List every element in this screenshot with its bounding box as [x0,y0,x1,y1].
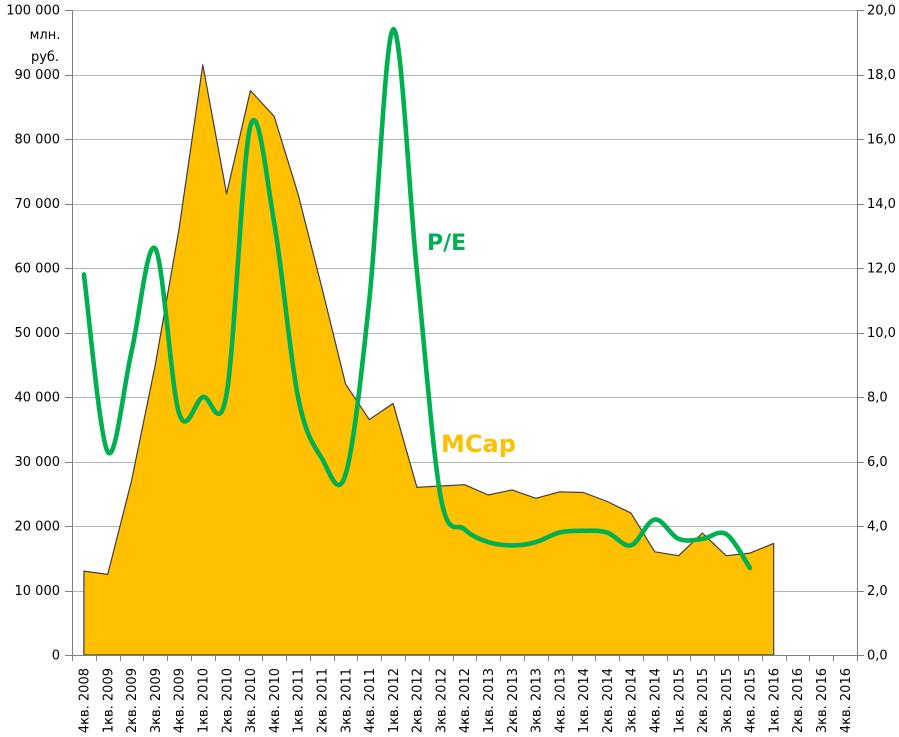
x-axis-tick-label: 2кв. 2010 [220,668,235,733]
right-axis-tick-label: 20,0 [867,4,896,19]
left-axis-tick-label: 100 000 [6,4,60,19]
right-axis-tick-label: 8,0 [867,391,888,406]
left-axis-tick-label: 80 000 [15,133,61,148]
x-axis-tick-label: 4кв. 2016 [839,668,854,733]
right-axis-tick-label: 18,0 [867,68,896,83]
left-axis-tick-label: 0 [52,649,60,664]
right-axis-tick-label: 6,0 [867,455,888,470]
left-axis-unit-label: руб. [31,50,59,65]
right-axis-tick-label: 14,0 [867,197,896,212]
left-axis-tick-label: 20 000 [15,520,61,535]
x-axis-tick-label: 1кв. 2010 [197,668,212,733]
x-axis-tick-label: 3кв. 2012 [434,668,449,733]
right-axis-labels: 0,0 2,0 4,0 6,0 8,0 10,0 12,0 14,0 16,0 18,0 20,0 [867,4,896,664]
x-axis-tick-label: 4кв. 2012 [458,668,473,733]
x-axis-tick-label: 1кв. 2012 [387,668,402,733]
x-axis-labels: 4кв. 2008 1кв. 2009 2кв. 2009 3кв. 2009 4кв.… [78,668,854,733]
mcap-area-series [83,64,775,656]
left-axis-tick-label: 60 000 [15,262,61,277]
mcap-series-label: MCap [441,430,516,458]
x-axis-tick-label: 3кв. 2010 [244,668,259,733]
pe-line-series [81,27,753,571]
x-axis-tick-label: 2кв. 2015 [696,668,711,733]
x-axis-tick-label: 2кв. 2014 [601,668,616,733]
x-axis-tick-label: 4кв. 2013 [553,668,568,733]
x-axis-tick-label: 3кв. 2013 [530,668,545,733]
x-axis-tick-label: 1кв. 2015 [672,668,687,733]
x-axis-tick-label: 4кв. 2008 [78,668,93,733]
x-axis-tick-label: 2кв. 2011 [315,668,330,733]
right-axis-tick-label: 0,0 [867,649,888,664]
right-axis-tick-label: 4,0 [867,520,888,535]
right-axis-tick-label: 16,0 [867,133,896,148]
x-axis-tick-label: 1кв. 2009 [101,668,116,733]
pe-series-label: P/E [427,231,466,256]
x-axis-tick-label: 3кв. 2016 [815,668,830,733]
x-axis-tick-label: 4кв. 2009 [173,668,188,733]
x-axis-tick-label: 1кв. 2016 [767,668,782,733]
left-axis-tick-label: 50 000 [15,326,61,341]
right-axis-tick-label: 10,0 [867,326,896,341]
x-axis-tick-label: 3кв. 2014 [625,668,640,733]
right-axis-tick-label: 12,0 [867,262,896,277]
x-axis-tick-label: 3кв. 2009 [149,668,164,733]
x-axis-tick-label: 1кв. 2011 [292,668,307,733]
left-axis-tick-label: 70 000 [15,197,61,212]
axes [65,10,864,661]
x-axis-tick-label: 2кв. 2013 [506,668,521,733]
left-axis-tick-label: 30 000 [15,455,61,470]
left-axis-tick-label: 40 000 [15,391,61,406]
left-axis-tick-label: 90 000 [15,68,61,83]
x-axis-tick-label: 1кв. 2014 [577,668,592,733]
x-axis-tick-label: 1кв. 2013 [482,668,497,733]
x-axis-tick-label: 2кв. 2009 [125,668,140,733]
x-axis-tick-label: 4кв. 2011 [363,668,378,733]
x-axis-tick-label: 2кв. 2012 [411,668,426,733]
x-axis-tick-label: 4кв. 2015 [744,668,759,733]
x-axis-tick-label: 3кв. 2015 [720,668,735,733]
left-axis-labels: 0 10 000 20 000 30 000 40 000 50 000 60 000 70 … [6,4,60,664]
left-axis-unit-label: млн. [30,28,61,43]
left-axis-tick-label: 10 000 [15,584,61,599]
right-axis-tick-label: 2,0 [867,584,888,599]
x-axis-tick-label: 2кв. 2016 [791,668,806,733]
x-axis-tick-label: 3кв. 2011 [339,668,354,733]
x-axis-tick-label: 4кв. 2010 [268,668,283,733]
x-axis-tick-label: 4кв. 2014 [649,668,664,733]
